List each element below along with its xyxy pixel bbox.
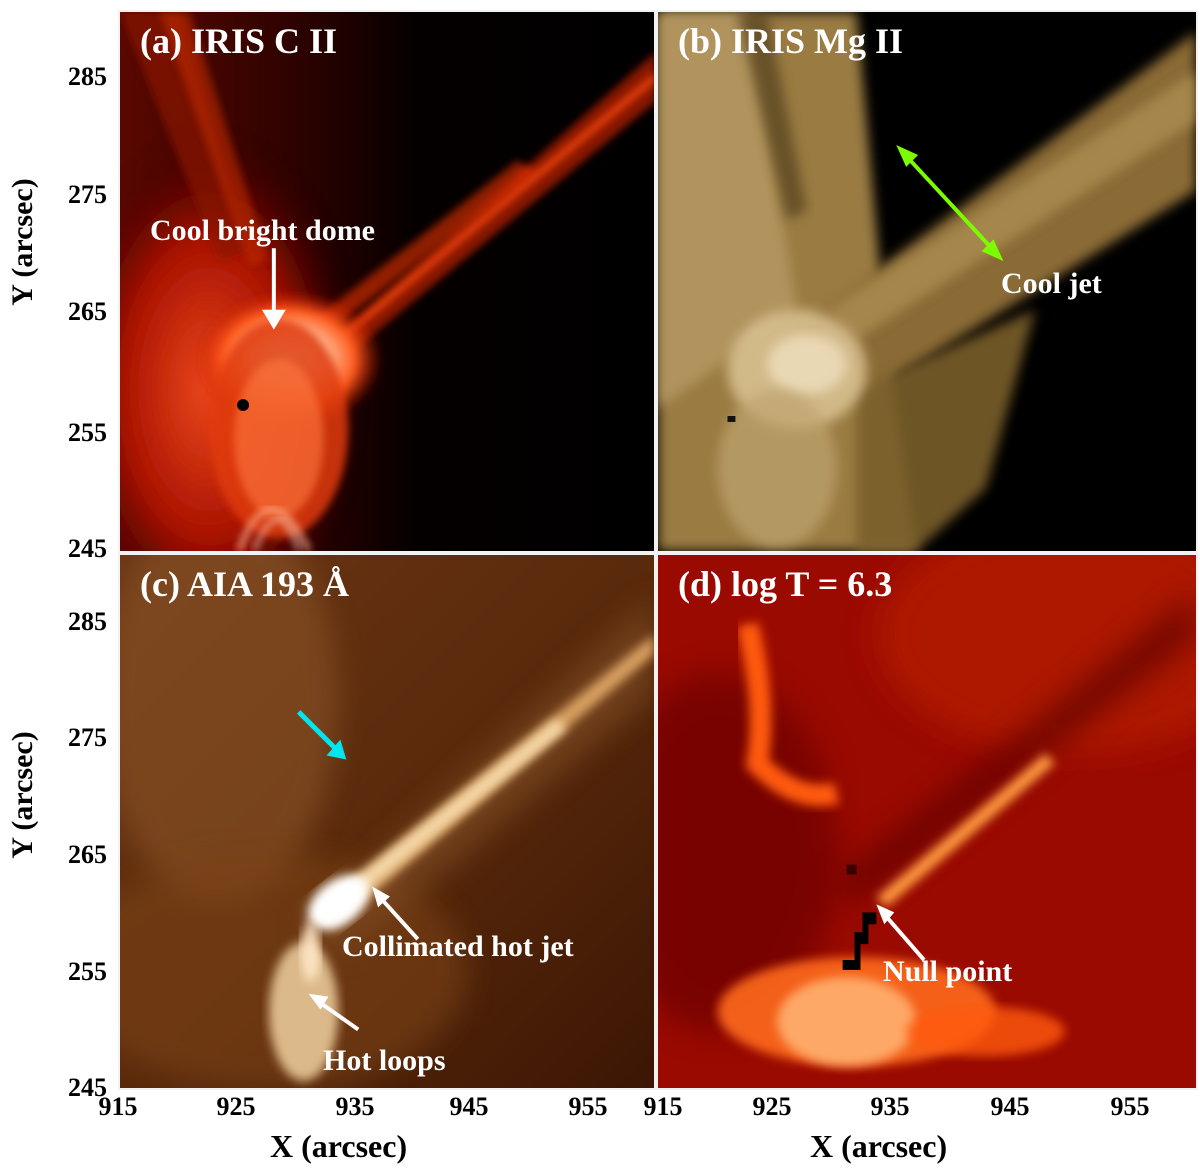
x-tick-left-915: 915 — [98, 1092, 138, 1121]
y-tick-top-275: 275 — [68, 180, 107, 209]
annotation-hot-loops: Hot loops — [323, 1044, 446, 1077]
panel-d-temperature: (d) log T = 6.3 Null point — [656, 553, 1198, 1090]
x-tick-right-925: 925 — [752, 1092, 792, 1121]
panel-c-image — [120, 555, 654, 1088]
panel-c-aia-193: (c) AIA 193 Å Collimated hot jet Hot loo… — [118, 553, 656, 1090]
y-tick-bottom-275: 275 — [68, 723, 107, 752]
x-tick-right-945: 945 — [990, 1092, 1030, 1121]
annotation-cool-bright-dome: Cool bright dome — [150, 214, 375, 247]
panel-b-title: (b) IRIS Mg II — [678, 21, 904, 61]
y-axis-label-bottom: Y (arcsec) — [6, 731, 39, 859]
x-tick-left-955: 955 — [568, 1092, 608, 1121]
panel-a-title: (a) IRIS C II — [140, 21, 338, 61]
x-tick-left-935: 935 — [335, 1092, 375, 1121]
panel-b-iris-mg2: (b) IRIS Mg II Cool jet — [656, 10, 1198, 553]
y-tick-bottom-285: 285 — [68, 607, 107, 636]
annotation-cool-jet: Cool jet — [1001, 267, 1102, 300]
panel-d-image — [658, 555, 1196, 1088]
x-tick-right-955: 955 — [1110, 1092, 1150, 1121]
y-tick-bottom-255: 255 — [68, 957, 107, 986]
panel-a-image — [120, 12, 654, 551]
x-tick-right-915: 915 — [643, 1092, 683, 1121]
y-tick-top-265: 265 — [68, 297, 107, 326]
annotation-collimated-hot-jet: Collimated hot jet — [342, 930, 574, 963]
panel-b-image — [658, 12, 1196, 551]
y-tick-top-285: 285 — [68, 62, 107, 91]
x-tick-left-925: 925 — [216, 1092, 256, 1121]
panel-c-title: (c) AIA 193 Å — [140, 564, 349, 604]
panel-a-iris-c2: (a) IRIS C II Cool bright dome — [118, 10, 656, 553]
y-tick-top-255: 255 — [68, 418, 107, 447]
y-axis-label-top: Y (arcsec) — [6, 178, 39, 306]
y-tick-top-245: 245 — [68, 534, 107, 563]
x-tick-left-945: 945 — [449, 1092, 489, 1121]
x-axis-label-right: X (arcsec) — [810, 1128, 948, 1164]
y-tick-bottom-245: 245 — [68, 1073, 107, 1102]
x-tick-right-935: 935 — [870, 1092, 910, 1121]
annotation-null-point: Null point — [883, 955, 1013, 988]
panel-d-title: (d) log T = 6.3 — [678, 564, 893, 604]
x-axis-label-left: X (arcsec) — [270, 1128, 408, 1164]
y-tick-bottom-265: 265 — [68, 840, 107, 869]
